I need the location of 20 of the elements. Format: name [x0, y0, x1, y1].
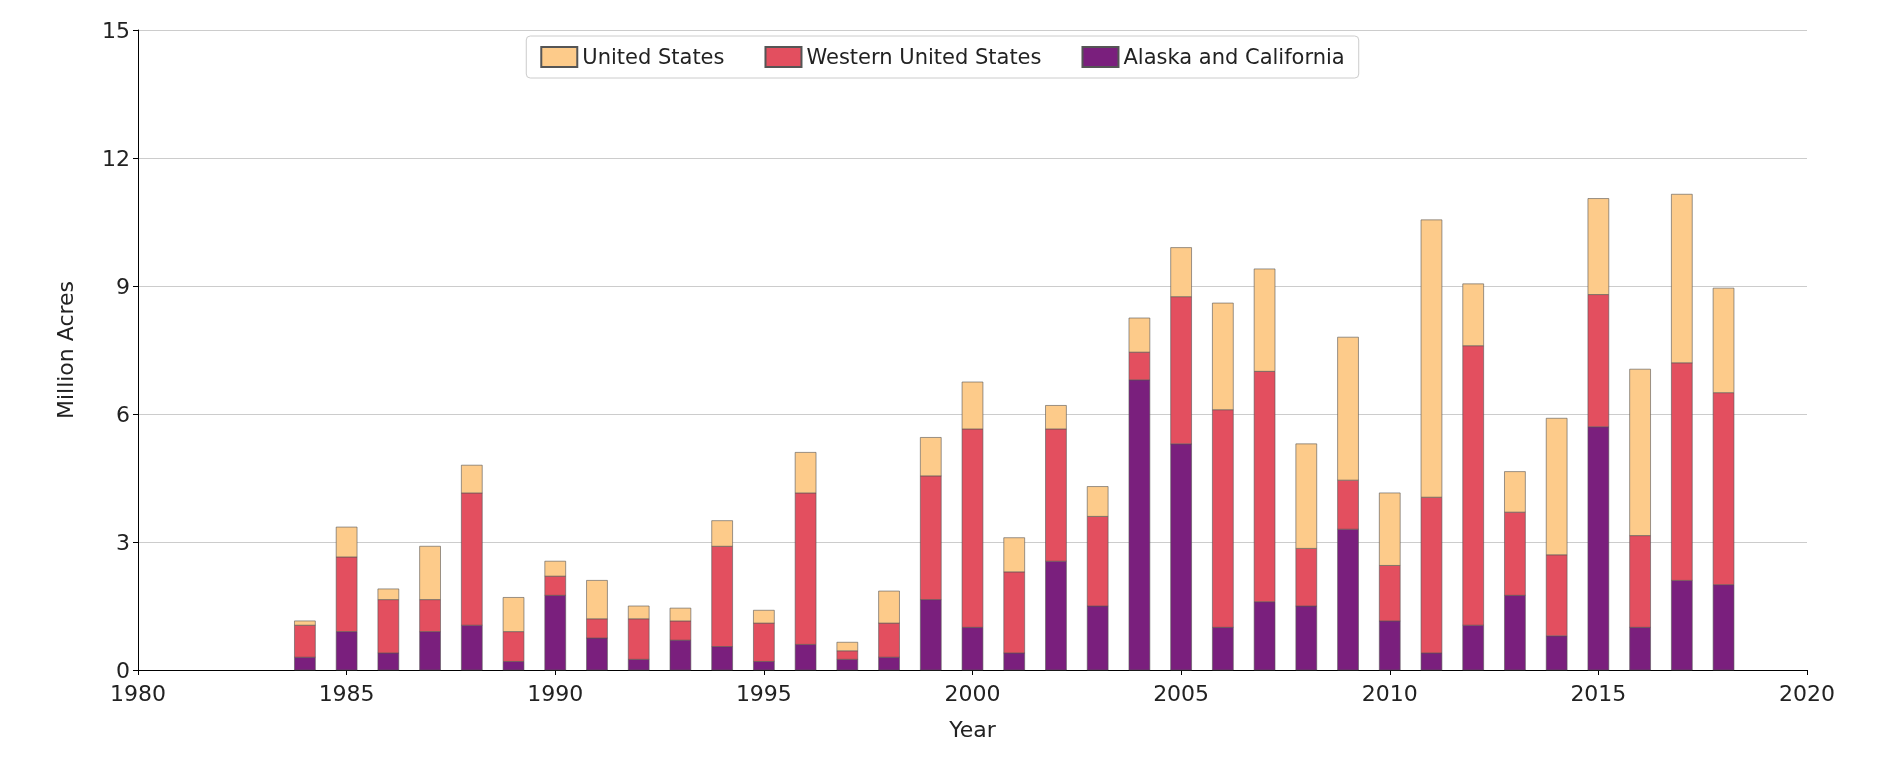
- y-tick-label: 15: [102, 17, 130, 43]
- y-tick-label: 12: [102, 145, 130, 171]
- x-axis-title: Year: [948, 716, 997, 742]
- x-tick-label: 1980: [110, 680, 166, 706]
- y-tick-label: 9: [116, 273, 130, 299]
- x-tick-label: 1985: [318, 680, 375, 706]
- x-tick-label: 1990: [527, 680, 584, 706]
- y-axis-title: Million Acres: [52, 280, 78, 420]
- x-tick-label: 2010: [1361, 680, 1418, 706]
- x-tick-label: 2005: [1153, 680, 1210, 706]
- x-tick-label: 2000: [944, 680, 1001, 706]
- x-tick-label: 2015: [1570, 680, 1627, 706]
- x-tick-label: 2020: [1779, 680, 1835, 706]
- legend-label: Alaska and California: [1123, 45, 1345, 69]
- legend-label: United States: [582, 45, 725, 69]
- legend-label: Western United States: [806, 45, 1042, 69]
- y-tick-label: 3: [116, 529, 130, 555]
- x-tick-label: 1995: [735, 680, 792, 706]
- y-tick-label: 6: [116, 401, 130, 427]
- y-tick-label: 0: [116, 657, 130, 683]
